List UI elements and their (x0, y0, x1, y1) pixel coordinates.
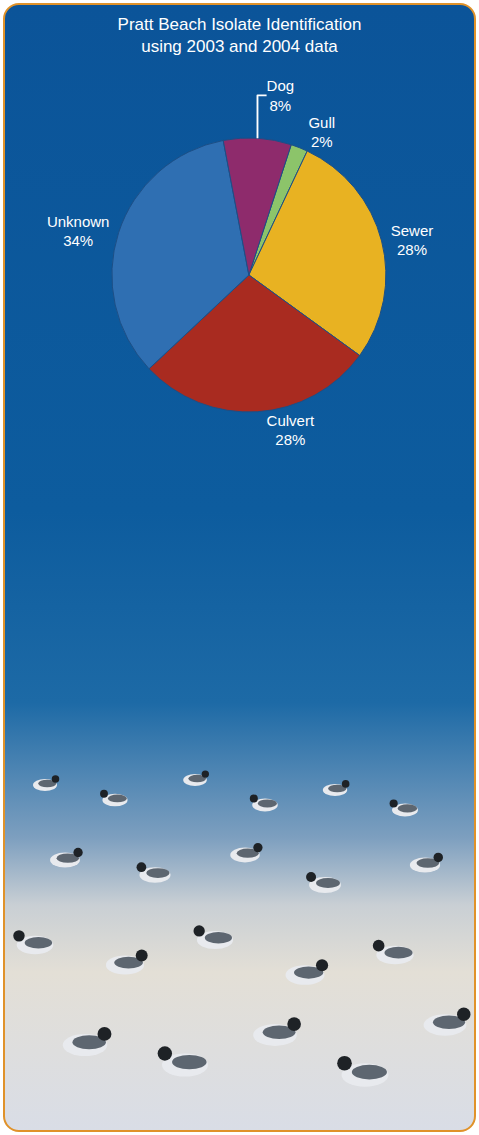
svg-text:Culvert28%: Culvert28% (267, 412, 315, 449)
svg-text:Unknown34%: Unknown34% (47, 213, 110, 250)
svg-text:Gull2%: Gull2% (308, 114, 335, 151)
svg-text:Pratt Beach Isolate Identifica: Pratt Beach Isolate Identificationusing … (118, 15, 362, 56)
svg-text:Dog8%: Dog8% (267, 77, 295, 114)
svg-text:Sewer28%: Sewer28% (391, 222, 434, 259)
